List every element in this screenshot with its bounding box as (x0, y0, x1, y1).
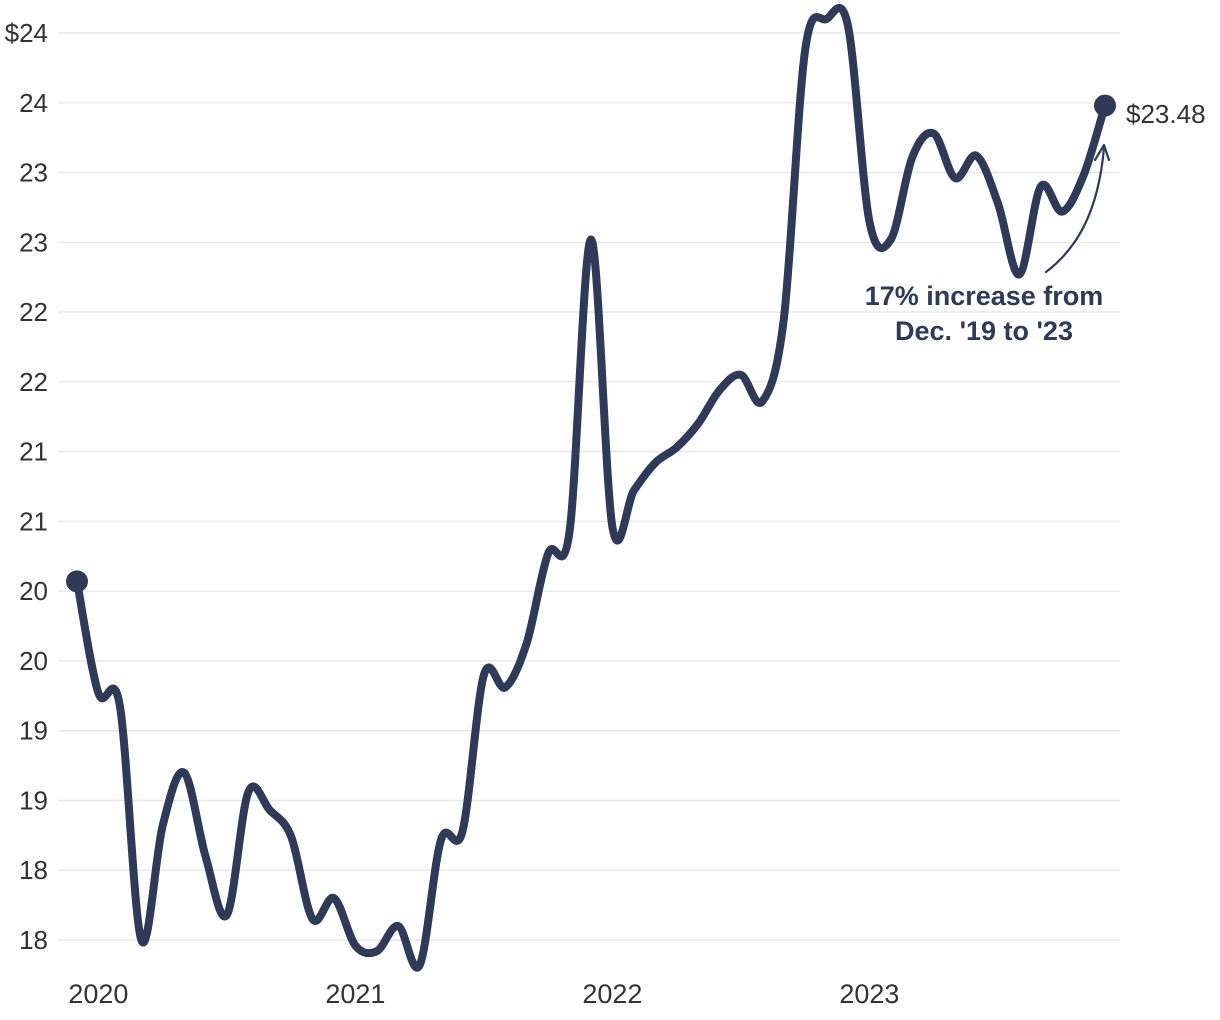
annotation-arrow (1044, 146, 1106, 274)
gridlines (58, 32, 1120, 941)
y-tick-label: 22 (19, 297, 48, 327)
x-tick-label: 2022 (582, 979, 642, 1009)
annotation-text-line2: Dec. '19 to '23 (895, 316, 1073, 346)
y-tick-label: 19 (19, 716, 48, 746)
y-tick-label: 20 (19, 646, 48, 676)
y-tick-label: 22 (19, 367, 48, 397)
y-tick-label: 24 (19, 88, 48, 118)
x-tick-label: 2021 (325, 979, 385, 1009)
y-tick-label: 21 (19, 506, 48, 536)
x-tick-label: 2020 (68, 979, 128, 1009)
x-tick-label: 2023 (839, 979, 899, 1009)
y-tick-label: 21 (19, 437, 48, 467)
annotation-text-line1: 17% increase from (865, 281, 1104, 311)
y-tick-label: 20 (19, 576, 48, 606)
start-point-dot (66, 570, 88, 593)
y-tick-label: 18 (19, 925, 48, 955)
annotation-arrow-head (1093, 143, 1111, 162)
y-tick-label: $24 (5, 18, 48, 48)
y-tick-label: 23 (19, 227, 48, 257)
series-line (73, 3, 1109, 972)
y-tick-label: 19 (19, 786, 48, 816)
y-tick-label: 18 (19, 855, 48, 885)
y-tick-label: 23 (19, 158, 48, 188)
x-axis-labels: 2020 2021 2022 2023 (68, 979, 899, 1009)
end-value-label: $23.48 (1126, 99, 1206, 129)
y-axis-labels: $24 24 23 23 22 22 21 21 20 20 19 19 18 18 (5, 18, 48, 955)
end-point-dot (1094, 94, 1116, 117)
